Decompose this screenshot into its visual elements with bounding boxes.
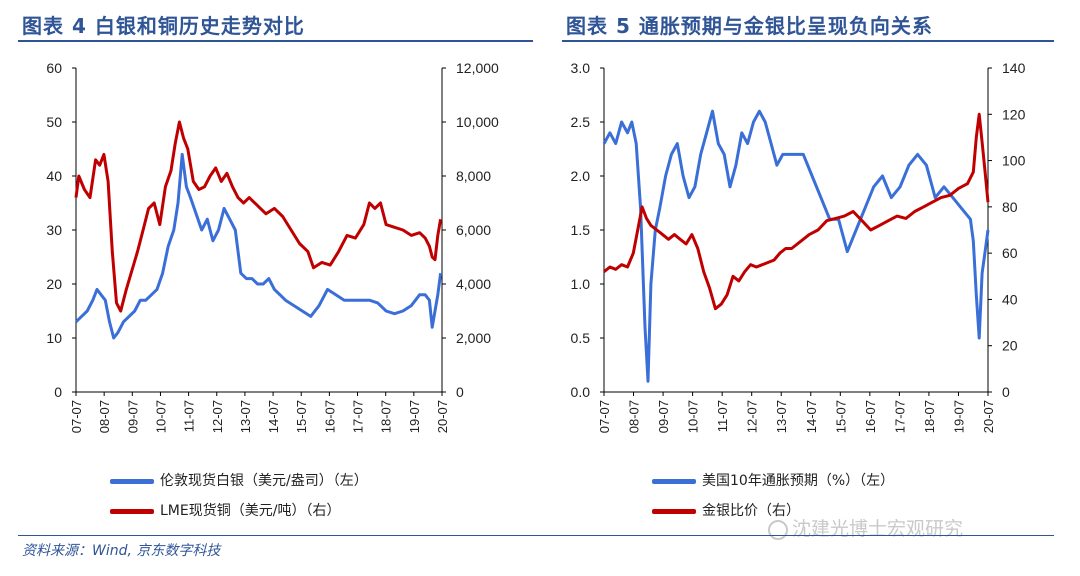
y-right-tick-label: 0 — [456, 384, 464, 400]
y-right-tick-label: 120 — [1002, 106, 1026, 122]
x-tick-label: 11-07 — [715, 400, 730, 432]
y-right-tick-label: 100 — [1002, 153, 1026, 169]
legend-item-silver: 伦敦现货白银（美元/盎司）（左） — [110, 470, 368, 490]
legend-label-inflation: 美国10年通胀预期（%）（左） — [702, 473, 895, 489]
y-right-tick-label: 60 — [1002, 245, 1018, 261]
y-right-tick-label: 8,000 — [456, 168, 491, 184]
y-right-tick-label: 2,000 — [456, 330, 491, 346]
x-tick-label: 09-07 — [125, 400, 140, 433]
y-left-tick-label: 1.0 — [571, 276, 591, 292]
x-tick-label: 13-07 — [238, 400, 253, 433]
x-tick-label: 09-07 — [656, 400, 671, 433]
left-title-rule — [18, 40, 533, 42]
x-tick-label: 18-07 — [922, 400, 937, 433]
series-line-0 — [74, 152, 443, 340]
x-tick-label: 20-07 — [981, 400, 996, 433]
y-left-tick-label: 3.0 — [571, 60, 591, 76]
left-chart-title: 图表 4 白银和铜历史走势对比 — [22, 14, 305, 38]
inflation-goldsilver-chart: 0.0 0.5 1.0 1.5 2.0 2.5 3.0 0 20 40 60 80 100 120 140 0… — [571, 60, 1026, 433]
legend-swatch-blue — [110, 478, 154, 484]
y-left-tick-label: 30 — [46, 222, 62, 238]
legend-item-copper: LME现货铜（美元/吨）（右） — [110, 500, 340, 520]
legend-item-gold-silver: 金银比价（右） — [652, 500, 800, 520]
y-right-tick-label: 20 — [1002, 338, 1018, 354]
legend-swatch-red — [110, 508, 154, 514]
watermark: 沈建光博士宏观研究 — [768, 514, 963, 541]
source-note: 资料来源：Wind, 京东数字科技 — [22, 543, 221, 559]
y-left-tick-label: 10 — [46, 330, 62, 346]
x-tick-label: 14-07 — [266, 400, 281, 433]
y-left-tick-label: 0.0 — [571, 384, 591, 400]
y-right-tick-label: 12,000 — [456, 60, 499, 76]
x-tick-label: 17-07 — [351, 400, 366, 433]
y-left-tick-label: 1.5 — [571, 222, 591, 238]
silver-copper-chart: 0 10 20 30 40 50 60 0 2,000 4,000 6,000 8,000 10,000… — [46, 60, 499, 433]
right-title-rule — [562, 40, 1054, 42]
x-tick-label: 16-07 — [863, 400, 878, 433]
legend-label-silver: 伦敦现货白银（美元/盎司）（左） — [160, 473, 368, 489]
x-tick-label: 08-07 — [627, 400, 642, 433]
x-tick-label: 19-07 — [407, 400, 422, 433]
legend-swatch-red — [652, 508, 696, 514]
legend-label-gold-silver: 金银比价（右） — [702, 503, 800, 519]
y-right-tick-label: 10,000 — [456, 114, 499, 130]
x-tick-label: 20-07 — [435, 400, 450, 433]
x-tick-label: 12-07 — [745, 400, 760, 433]
x-tick-label: 15-07 — [833, 400, 848, 433]
watermark-text: 沈建光博士宏观研究 — [792, 518, 964, 540]
x-tick-label: 18-07 — [379, 400, 394, 433]
x-tick-label: 16-07 — [322, 400, 337, 433]
x-tick-label: 17-07 — [892, 400, 907, 433]
y-left-tick-label: 2.5 — [571, 114, 591, 130]
y-left-tick-label: 50 — [46, 114, 62, 130]
y-right-tick-label: 40 — [1002, 291, 1018, 307]
x-tick-label: 14-07 — [804, 400, 819, 433]
wechat-icon — [768, 519, 788, 540]
right-chart-title: 图表 5 通胀预期与金银比呈现负向关系 — [566, 14, 933, 38]
x-tick-label: 19-07 — [951, 400, 966, 433]
x-tick-label: 11-07 — [182, 400, 197, 432]
x-tick-label: 13-07 — [774, 400, 789, 433]
x-tick-label: 07-07 — [69, 400, 84, 433]
y-right-tick-label: 4,000 — [456, 276, 491, 292]
legend-item-inflation: 美国10年通胀预期（%）（左） — [652, 470, 894, 490]
y-left-tick-label: 0.5 — [571, 330, 591, 346]
y-left-tick-label: 40 — [46, 168, 62, 184]
x-tick-label: 15-07 — [294, 400, 309, 433]
footer-rule — [18, 535, 1054, 536]
y-right-tick-label: 6,000 — [456, 222, 491, 238]
x-tick-label: 08-07 — [97, 400, 112, 433]
x-tick-label: 07-07 — [597, 400, 612, 433]
y-left-tick-label: 20 — [46, 276, 62, 292]
y-left-tick-label: 0 — [54, 384, 62, 400]
y-right-tick-label: 140 — [1002, 60, 1026, 76]
y-left-tick-label: 2.0 — [571, 168, 591, 184]
x-tick-label: 12-07 — [210, 400, 225, 433]
y-right-tick-label: 0 — [1002, 384, 1010, 400]
series-line-0 — [602, 109, 990, 383]
y-right-tick-label: 80 — [1002, 199, 1018, 215]
legend-swatch-blue — [652, 478, 696, 484]
series-line-1 — [74, 120, 443, 313]
x-tick-label: 10-07 — [153, 400, 168, 433]
series-line-1 — [603, 112, 990, 311]
legend-label-copper: LME现货铜（美元/吨）（右） — [160, 503, 341, 519]
x-tick-label: 10-07 — [686, 400, 701, 433]
y-left-tick-label: 60 — [46, 60, 62, 76]
